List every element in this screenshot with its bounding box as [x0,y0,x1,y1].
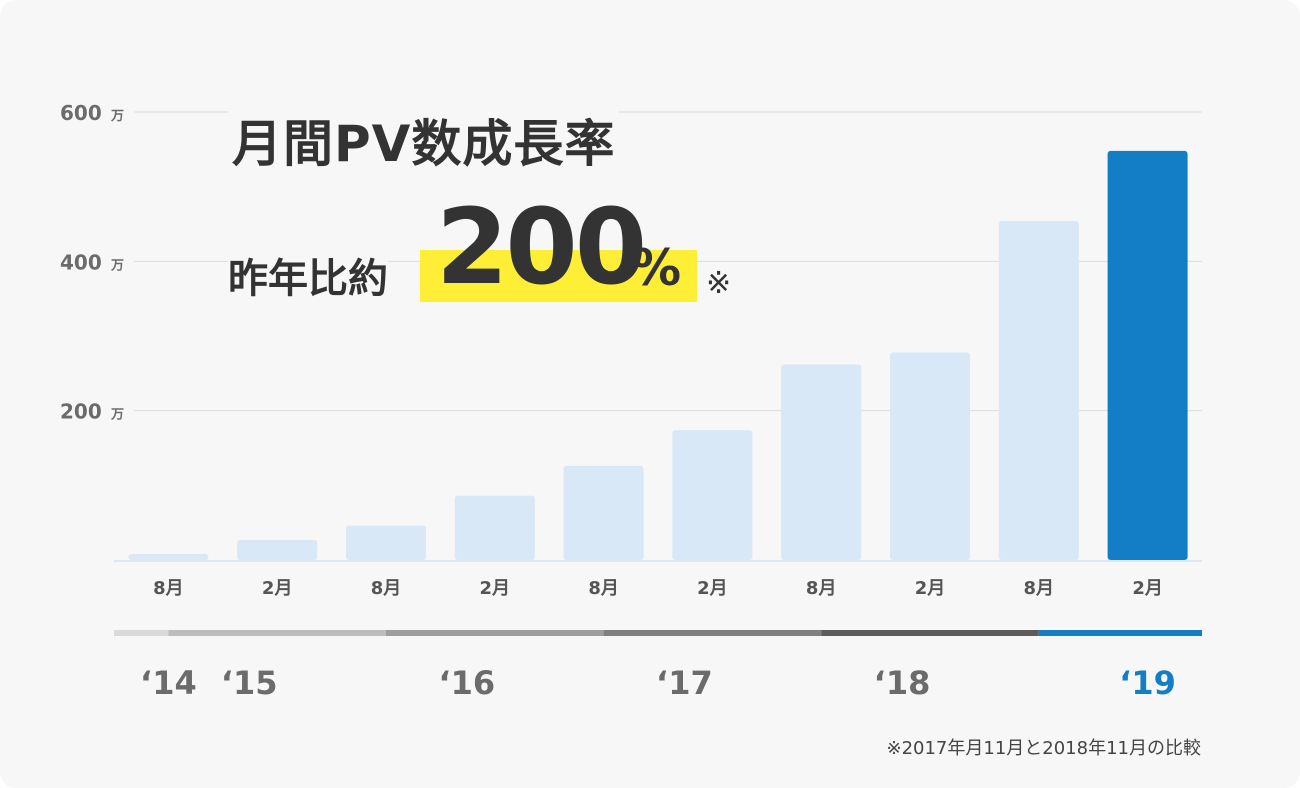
y-tick-unit: 万 [110,258,124,273]
year-label: ‘18 [874,664,931,702]
year-segment [1038,630,1202,636]
growth-rate-note-mark: ※ [706,266,732,301]
growth-rate-unit: % [631,239,682,297]
x-tick-label: 8月 [371,578,402,599]
year-label: ‘14 [140,664,197,702]
growth-rate-callout: 昨年比約 200 % ※ [228,186,768,308]
year-segment [114,630,169,636]
bar-0 [128,554,209,560]
year-label: ‘15 [221,664,278,702]
year-segment [386,630,604,636]
x-tick-label: 8月 [806,578,837,599]
bar-9 [1107,150,1188,560]
bar-8 [998,221,1079,560]
x-tick-label: 2月 [262,578,293,599]
y-tick-label: 400 [60,250,102,274]
year-label: ‘17 [656,664,713,702]
footnote: ※2017年月11月と2018年11月の比較 [886,738,1201,759]
growth-rate-prefix: 昨年比約 [228,246,388,304]
bar-5 [672,430,753,560]
x-tick-label: 2月 [915,578,946,599]
x-tick-label: 8月 [1024,578,1055,599]
y-tick-unit: 万 [110,109,124,124]
bar-7 [890,352,970,560]
year-label: ‘16 [438,664,495,702]
bar-2 [346,525,426,560]
chart-headline: 月間PV数成長率 [228,104,620,176]
growth-rate-value: 200 [436,186,647,308]
y-tick-label: 600 [60,101,102,125]
bar-4 [563,465,644,560]
rate-highlight-marker [420,250,697,302]
x-tick-label: 2月 [1132,578,1163,599]
x-tick-label: 2月 [480,578,511,599]
year-segment [168,630,386,636]
year-axis: ‘14 ‘15 ‘16 ‘17 ‘18 ‘19 [114,630,1202,702]
year-segment [603,630,822,636]
x-tick-label: 8月 [153,578,184,599]
year-label: ‘19 [1119,664,1176,702]
x-tick-layer: 8月 2月 8月 2月 8月 2月 8月 2月 8月 2月 [153,578,1163,599]
y-tick-label: 200 [60,400,102,424]
bar-layer [128,150,1188,560]
year-segment [821,630,1039,636]
bar-3 [454,495,535,560]
x-tick-label: 2月 [697,578,728,599]
bar-6 [781,364,862,560]
y-tick-unit: 万 [110,408,124,423]
bar-1 [237,539,318,560]
x-tick-label: 8月 [588,578,619,599]
